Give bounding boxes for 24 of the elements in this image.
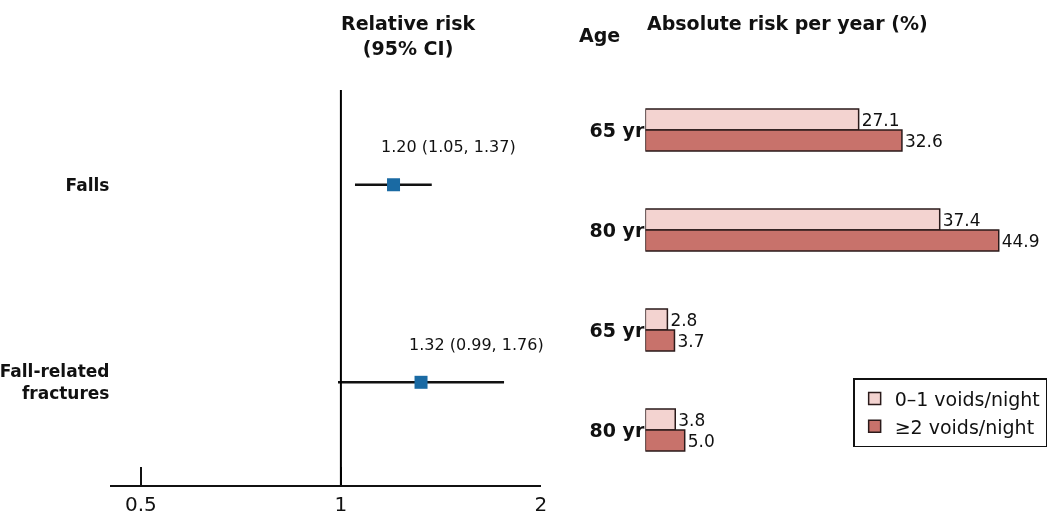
x-tick-label: 2: [534, 492, 548, 516]
legend-label: ≥2 voids/night: [894, 415, 1035, 438]
data-label: 37.4: [942, 209, 981, 230]
data-label: 3.8: [678, 409, 706, 430]
data-label: 1.20 (1.05, 1.37): [381, 137, 516, 156]
y-tick-label: 80 yr: [589, 218, 645, 241]
y-axis-title: Age: [579, 24, 621, 46]
chart-title: Relative risk (95% CI): [341, 12, 476, 59]
x-tick-label: 0.5: [124, 492, 157, 516]
data-label: 32.6: [904, 130, 943, 151]
y-tick-label: 65 yr: [589, 118, 645, 141]
chart-title: Absolute risk per year (%): [647, 12, 928, 34]
data-label: 1.32 (0.99, 1.76): [409, 335, 544, 354]
data-label: 27.1: [861, 109, 900, 130]
data-label: 3.7: [677, 330, 705, 351]
data-label: 2.8: [670, 309, 698, 330]
y-tick-label: Falls: [65, 174, 110, 195]
data-label: 5.0: [687, 430, 715, 451]
legend-label: 0–1 voids/night: [894, 387, 1040, 410]
data-label: 44.9: [1001, 230, 1040, 251]
y-tick-label: 80 yr: [589, 418, 645, 441]
y-tick-label: Fall-related fractures: [0, 361, 110, 404]
x-tick-label: 1: [334, 492, 348, 516]
y-tick-label: 65 yr: [589, 318, 645, 341]
